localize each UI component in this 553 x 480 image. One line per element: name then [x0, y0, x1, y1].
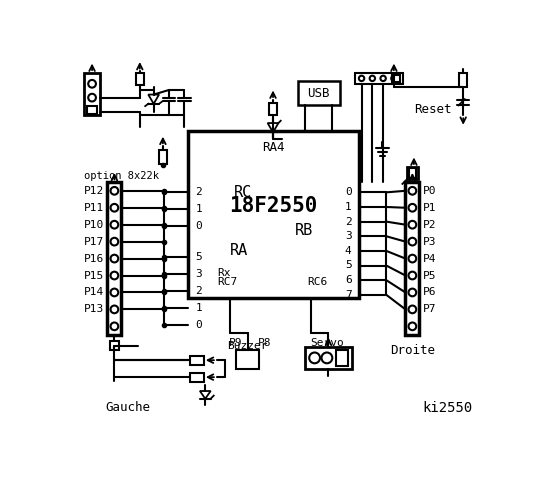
Polygon shape — [268, 123, 278, 132]
Text: 3: 3 — [195, 269, 202, 279]
Text: P13: P13 — [84, 304, 105, 314]
Circle shape — [409, 288, 416, 296]
Text: RC6: RC6 — [307, 277, 327, 288]
Text: 7: 7 — [345, 290, 352, 300]
Text: RC7: RC7 — [217, 277, 237, 288]
Text: P14: P14 — [84, 288, 105, 298]
Text: ki2550: ki2550 — [422, 401, 473, 415]
Text: 0: 0 — [345, 187, 352, 197]
Bar — [110, 341, 119, 350]
Bar — [107, 182, 121, 335]
Circle shape — [409, 238, 416, 245]
Bar — [393, 74, 400, 82]
Circle shape — [409, 221, 416, 228]
Circle shape — [111, 272, 118, 279]
Text: Buzzer: Buzzer — [227, 341, 268, 350]
Text: 2: 2 — [195, 286, 202, 296]
Circle shape — [409, 323, 416, 330]
Text: P11: P11 — [84, 203, 105, 213]
Text: 18F2550: 18F2550 — [229, 196, 317, 216]
Text: 5: 5 — [345, 261, 352, 271]
Bar — [407, 167, 418, 179]
Bar — [405, 182, 419, 335]
Circle shape — [409, 255, 416, 263]
Text: 1: 1 — [345, 202, 352, 212]
Text: option 8x22k: option 8x22k — [84, 171, 159, 181]
Text: RC: RC — [234, 185, 252, 200]
Text: 3: 3 — [345, 231, 352, 241]
Bar — [190, 356, 204, 365]
Bar — [190, 372, 204, 382]
Circle shape — [111, 288, 118, 296]
Text: 1: 1 — [195, 204, 202, 214]
Text: P17: P17 — [84, 237, 105, 247]
Text: 6: 6 — [345, 275, 352, 285]
Circle shape — [380, 76, 386, 81]
Text: RA4: RA4 — [262, 141, 284, 154]
Text: Servo: Servo — [310, 337, 344, 348]
Circle shape — [359, 76, 364, 81]
Circle shape — [409, 272, 416, 279]
Text: 0: 0 — [195, 320, 202, 330]
Circle shape — [88, 80, 96, 88]
Circle shape — [409, 204, 416, 212]
Text: P1: P1 — [422, 203, 436, 213]
Circle shape — [88, 94, 96, 101]
Bar — [87, 106, 97, 114]
Text: 2: 2 — [195, 187, 202, 197]
Text: P0: P0 — [422, 186, 436, 196]
Circle shape — [111, 204, 118, 212]
Bar — [336, 350, 348, 366]
Bar — [460, 73, 467, 87]
Text: P10: P10 — [84, 220, 105, 230]
Circle shape — [369, 76, 375, 81]
Bar — [409, 168, 416, 178]
Circle shape — [111, 238, 118, 245]
Text: 2: 2 — [345, 216, 352, 227]
Bar — [236, 350, 259, 370]
Text: P9: P9 — [229, 337, 243, 348]
Text: P12: P12 — [84, 186, 105, 196]
Circle shape — [111, 221, 118, 228]
Text: 1: 1 — [195, 303, 202, 313]
Bar — [187, 131, 359, 298]
Text: 5: 5 — [195, 252, 202, 262]
Text: P8: P8 — [258, 337, 272, 348]
Circle shape — [111, 306, 118, 313]
Text: 0: 0 — [195, 221, 202, 231]
Text: 4: 4 — [345, 246, 352, 256]
Circle shape — [409, 306, 416, 313]
Text: P4: P4 — [422, 253, 436, 264]
Circle shape — [111, 255, 118, 263]
Circle shape — [321, 352, 332, 363]
Text: Droite: Droite — [390, 344, 435, 357]
Text: P16: P16 — [84, 253, 105, 264]
Polygon shape — [148, 95, 159, 104]
Text: Gauche: Gauche — [106, 401, 151, 414]
Bar — [305, 347, 352, 369]
Circle shape — [391, 76, 397, 81]
Text: RB: RB — [295, 223, 313, 239]
Circle shape — [409, 187, 416, 195]
Bar — [85, 73, 100, 115]
Bar — [159, 150, 167, 164]
Text: Reset: Reset — [414, 104, 451, 117]
Bar — [298, 81, 340, 105]
Bar — [136, 73, 144, 85]
Bar — [269, 103, 277, 115]
Text: P6: P6 — [422, 288, 436, 298]
Text: P15: P15 — [84, 271, 105, 280]
Text: P5: P5 — [422, 271, 436, 280]
Text: P7: P7 — [422, 304, 436, 314]
Polygon shape — [200, 391, 211, 399]
Circle shape — [309, 352, 320, 363]
Circle shape — [111, 323, 118, 330]
Text: Rx: Rx — [217, 268, 230, 278]
Text: P2: P2 — [422, 220, 436, 230]
Text: RA: RA — [230, 242, 248, 258]
Text: P3: P3 — [422, 237, 436, 247]
Bar — [356, 73, 403, 84]
Circle shape — [111, 187, 118, 195]
Text: USB: USB — [307, 86, 330, 99]
